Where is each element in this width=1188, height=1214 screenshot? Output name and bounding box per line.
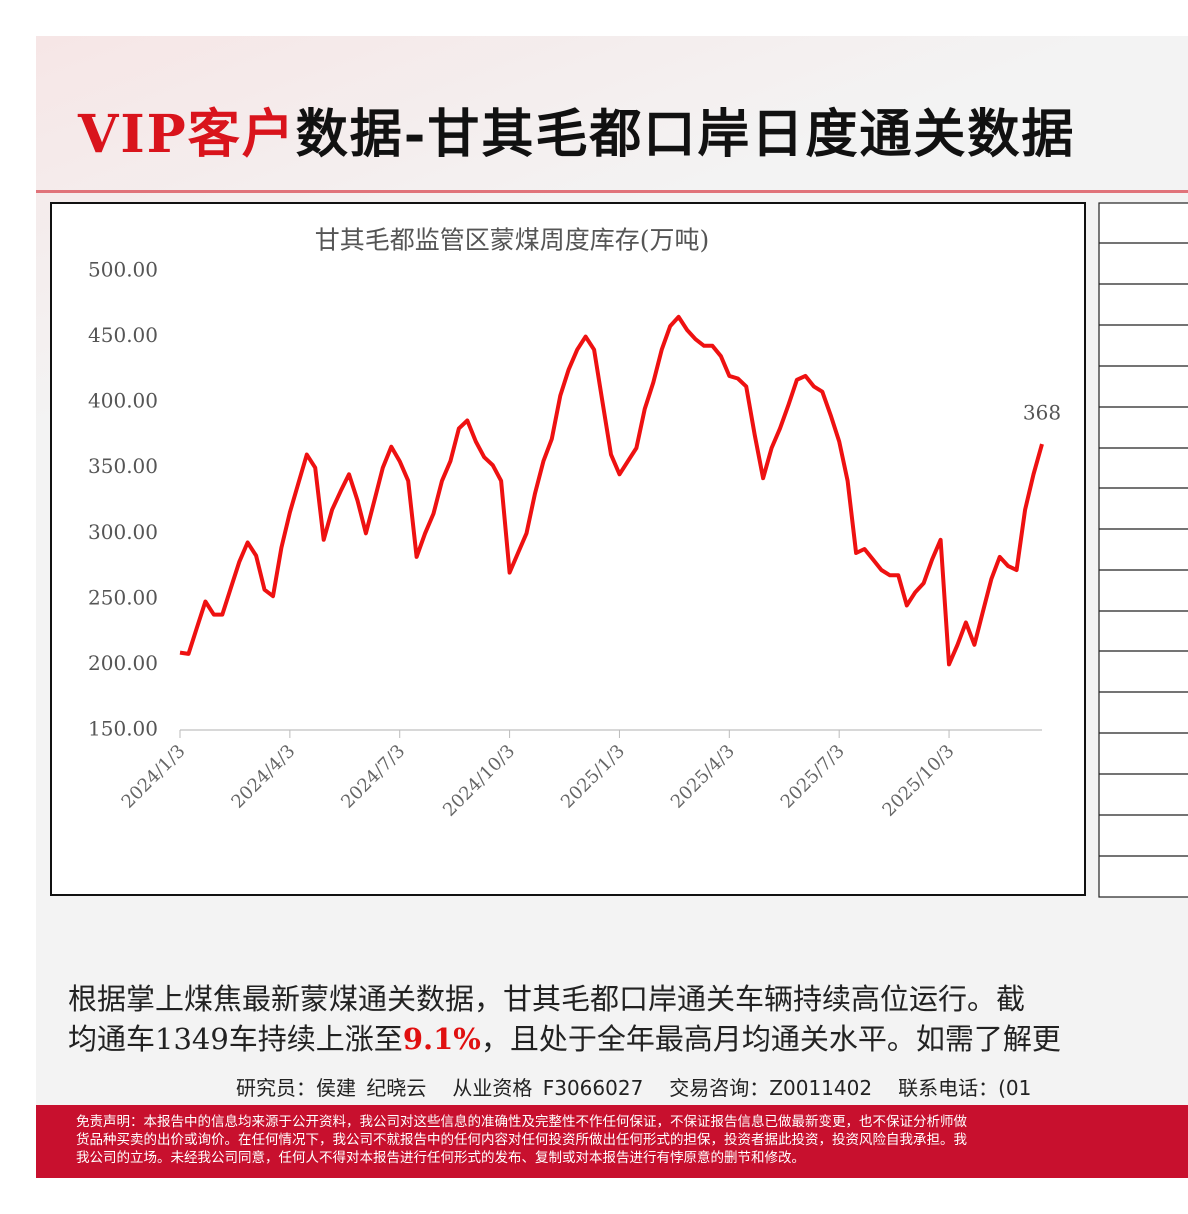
y-tick-label: 200.00 — [88, 651, 158, 675]
header: VIP客户数据-甘其毛都口岸日度通关数据 — [78, 92, 1075, 167]
chart-title: 甘其毛都监管区蒙煤周度库存(万吨) — [315, 226, 710, 255]
info-item: 交易咨询：Z0011402 — [669, 1076, 873, 1100]
y-tick-label: 250.00 — [88, 585, 158, 609]
y-tick-label: 350.00 — [88, 454, 158, 478]
info-item: 研究员：侯建 纪晓云 — [236, 1076, 427, 1100]
disclaimer: 免责声明：本报告中的信息均来源于公开资料，我公司对这些信息的准确性及完整性不作任… — [36, 1105, 1188, 1178]
rule — [36, 190, 1188, 193]
y-tick-label: 400.00 — [88, 389, 158, 413]
title: 数据-甘其毛都口岸日度通关数据 — [295, 104, 1076, 165]
disclaimer-line: 免责声明：本报告中的信息均来源于公开资料，我公司对这些信息的准确性及完整性不作任… — [76, 1114, 967, 1130]
y-tick-label: 500.00 — [88, 258, 158, 282]
info-item: 联系电话：(01 — [898, 1076, 1032, 1100]
line-series — [179, 314, 1044, 667]
disclaimer-line: 货品种买卖的出价或询价。在任何情况下，我公司不就报告中的任何内容对任何投资所做出… — [76, 1132, 967, 1148]
text: ，且处于全年最高月均通关水平。如需了解更 — [480, 1022, 1061, 1056]
title-red: VIP客户 — [78, 104, 296, 165]
data-label: 368 — [1023, 401, 1061, 425]
disclaimer-line: 我公司的立场。未经我公司同意，任何人不得对本报告进行任何形式的发布、复制或对本报… — [76, 1150, 805, 1166]
paragraph-line: 均通车1349车持续上涨至9.1%，且处于全年最高月均通关水平。如需了解更 — [68, 1016, 1061, 1058]
side-table — [1098, 202, 1188, 898]
chart-frame — [50, 202, 1086, 896]
text: 均通车1349车持续上涨至 — [68, 1022, 403, 1056]
highlight: 9.1% — [402, 1022, 481, 1056]
y-tick-label: 450.00 — [88, 323, 158, 347]
y-tick-label: 300.00 — [88, 520, 158, 544]
info-item: 从业资格 F3066027 — [452, 1076, 644, 1100]
chart: 甘其毛都监管区蒙煤周度库存(万吨) 150.00 200.00 250.00 300.… — [50, 202, 1188, 898]
paragraph-line: 根据掌上煤焦最新蒙煤通关数据，甘其毛都口岸通关车辆持续高位运行。截 — [68, 982, 1026, 1016]
info: 研究员：侯建 纪晓云 从业资格 F3066027 交易咨询：Z0011402 联系电话… — [236, 1072, 1057, 1101]
y-tick-label: 150.00 — [88, 717, 158, 741]
